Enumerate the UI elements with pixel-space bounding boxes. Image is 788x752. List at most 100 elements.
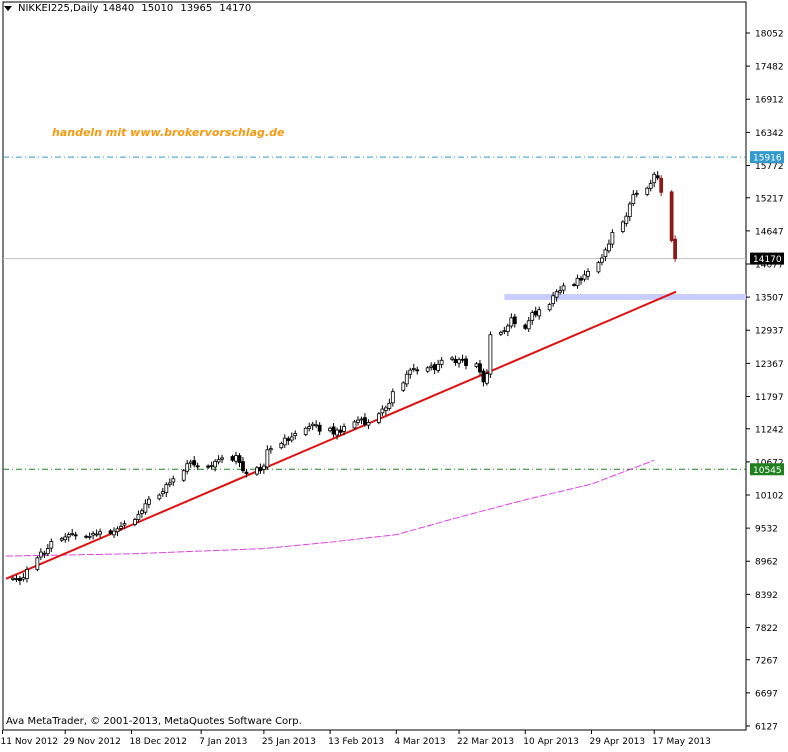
candle-body [366,422,371,426]
candle-body [509,317,514,327]
price-tag-last-bg [750,252,784,265]
candle-body [411,368,416,370]
candle-body [380,408,385,414]
y-tick-label: 18052 [755,30,784,40]
dropdown-triangle-icon[interactable] [4,6,12,11]
candle-body [572,284,576,286]
candle-body [648,183,653,189]
candle-body [645,187,650,195]
candle-body [289,436,294,441]
candle-body [415,369,420,372]
candle-body [42,552,47,555]
candle-body [530,312,535,321]
candle-body [439,359,444,365]
candle-body [181,470,186,481]
candle-body [45,548,50,555]
candle-body [140,510,144,514]
candle-body [634,192,639,195]
price-tag-resistance: 15916 [753,154,782,164]
x-tick-label: 18 Dec 2012 [129,737,187,747]
candle-body [255,467,259,475]
moving-average-line [5,459,655,557]
price-tag-resistance-bg [750,151,784,164]
x-tick-label: 25 Jan 2013 [262,737,316,747]
candle-body [575,277,580,287]
candle-body [14,578,19,581]
x-tick-label: 22 Mar 2013 [457,737,514,747]
candle-body [488,334,493,375]
candle-body [133,519,137,525]
candle-body [59,538,64,541]
candle-body [404,373,409,385]
candle-body [655,175,660,179]
candle-body [523,324,528,329]
candle-body [164,484,169,493]
y-tick-label: 16912 [755,96,784,106]
candle-body [558,290,563,293]
candle-body [526,320,531,330]
candle-body [146,498,151,505]
candle-body [209,465,214,467]
candle-body [627,203,632,218]
candle-body [119,526,123,529]
candle-body [481,370,486,383]
candle-body [429,365,434,368]
x-tick-label: 13 Feb 2013 [328,737,384,747]
candle-body [624,215,629,224]
y-tick-label: 6127 [755,723,778,733]
candle-body [547,304,552,311]
candle-body [425,367,430,372]
candle-body [537,309,542,317]
candle-body [310,423,315,427]
candle-body [112,530,116,536]
candle-body [376,413,381,423]
candle-body [464,358,468,366]
candle-body [631,194,636,204]
candle-body [586,270,590,277]
x-tick-label: 29 Apr 2013 [589,737,645,747]
x-tick-label: 4 Mar 2013 [394,737,445,747]
candle-body [241,461,245,472]
candle-body [282,437,287,446]
candle-body [363,417,367,425]
candle-body [286,438,291,441]
y-tick-label: 6697 [755,689,778,699]
candle-body [554,291,559,298]
candle-body [143,503,148,513]
price-tag-support-bg [750,463,784,476]
candle-body [620,221,625,232]
candle-body [244,471,249,475]
candle-body [533,310,538,316]
ohlc-values: 14840 15010 13965 14170 [102,3,255,14]
candle-body [460,358,465,361]
candle-body [258,466,263,472]
candle-body [49,541,54,549]
candle-body [84,535,89,538]
high-value: 15010 [141,3,174,14]
copyright-text: Ava MetaTrader, © 2001-2013, MetaQuotes … [6,716,302,727]
candle-body [352,421,357,429]
candle-body [25,569,29,579]
y-tick-label: 8392 [755,591,778,601]
candle-body [436,363,441,371]
candle-body [359,418,364,421]
candle-body [408,369,413,375]
candle-body [63,536,68,541]
candle-body [505,325,510,332]
candle-body [21,577,26,580]
candle-body [108,530,113,534]
candle-body [652,173,657,184]
candle-body [38,551,43,558]
candle-body [338,429,343,433]
candle-body [390,391,395,404]
y-tick-label: 11797 [755,393,784,403]
chart-header: NIKKEI225,Daily 14840 15010 13965 14170 [4,3,255,14]
x-tick-label: 17 May 2013 [652,737,711,747]
candle-body [453,358,458,364]
candle-body [582,274,587,280]
candle-body [432,364,437,370]
candle-body [230,456,235,461]
candle-body [356,419,360,423]
candle-body [136,513,141,520]
